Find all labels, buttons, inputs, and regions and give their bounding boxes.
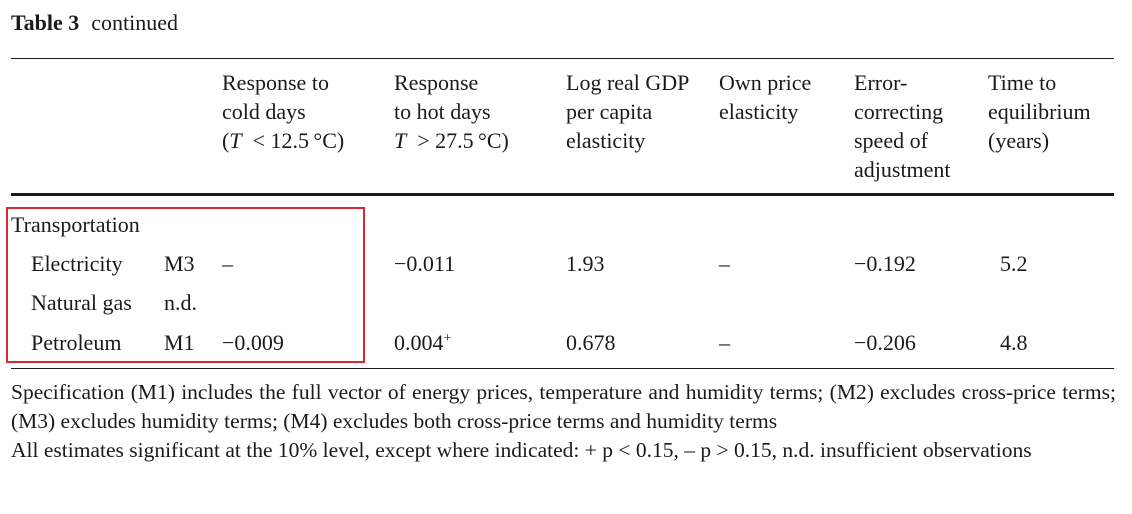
note-significance: All estimates significant at the 10% lev… — [11, 438, 1032, 462]
bottom-rule — [11, 368, 1114, 369]
cell-hot: 0.004+ — [394, 330, 452, 355]
header-gdp-elasticity: Log real GDP per capita elasticity — [566, 70, 690, 153]
table-notes: Specification (M1) includes the full vec… — [11, 378, 1116, 465]
table-label: Table 3 — [11, 10, 80, 35]
cell-hot: −0.011 — [394, 251, 456, 276]
header-hot-days: Response to hot days T > 27.5 °C) — [394, 70, 509, 153]
header-cold-days: Response to cold days (T < 12.5 °C) — [222, 70, 345, 153]
header-rule — [11, 193, 1114, 196]
cell-ec: −0.206 — [854, 330, 916, 355]
cell-cold: −0.009 — [222, 330, 284, 355]
cell-gdp: 0.678 — [566, 330, 616, 355]
header-error-correcting: Error- correcting speed of adjustment — [854, 70, 951, 182]
table-caption-text: continued — [91, 10, 179, 35]
header-time-to-equilibrium: Time to equilibrium (years) — [988, 70, 1091, 153]
cell-ec: −0.192 — [854, 251, 916, 276]
row-name: Electricity — [31, 251, 123, 276]
row-spec: M3 — [164, 251, 195, 276]
group-label: Transportation — [11, 212, 140, 237]
row-name: Natural gas — [31, 290, 132, 315]
cell-gdp: 1.93 — [566, 251, 605, 276]
cell-time: 5.2 — [1000, 251, 1028, 276]
highlight-box — [6, 207, 365, 363]
row-name: Petroleum — [31, 330, 122, 355]
row-spec: n.d. — [164, 290, 197, 315]
top-rule — [11, 58, 1114, 59]
cell-price: – — [719, 330, 730, 355]
cell-cold: – — [222, 251, 233, 276]
row-spec: M1 — [164, 330, 195, 355]
header-own-price-elasticity: Own price elasticity — [719, 70, 812, 124]
cell-time: 4.8 — [1000, 330, 1028, 355]
table-caption: Table 3 continued — [11, 10, 178, 36]
cell-price: – — [719, 251, 730, 276]
note-specification: Specification (M1) includes the full vec… — [11, 380, 1116, 433]
